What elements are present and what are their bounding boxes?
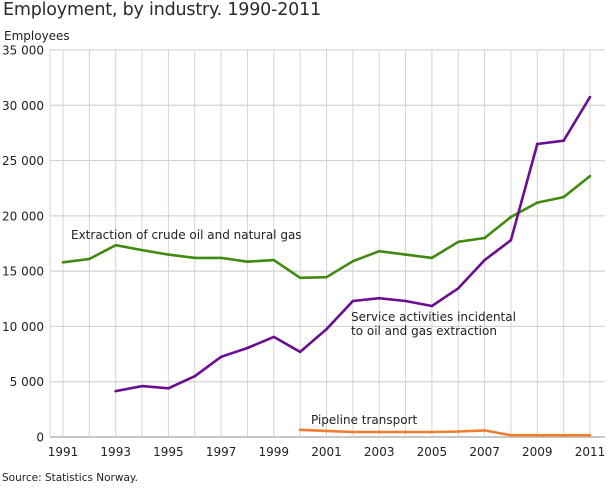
data-point <box>509 215 513 219</box>
y-axis-ticks: 0 5 000 10 000 15 000 20 000 25 000 30 000 35 0… <box>2 44 44 445</box>
x-tick-label: 1993 <box>100 445 131 459</box>
series-label: to oil and gas extraction <box>351 324 497 338</box>
data-point <box>325 429 328 433</box>
series-label: Extraction of crude oil and natural gas <box>71 228 302 242</box>
data-point <box>562 434 565 437</box>
x-tick-label: 2003 <box>364 445 395 459</box>
data-point <box>88 257 91 261</box>
data-point <box>193 256 197 260</box>
series-lines <box>61 95 592 437</box>
data-point <box>61 260 65 264</box>
data-point <box>430 430 434 434</box>
x-tick-label: 2011 <box>575 445 606 459</box>
x-axis-ticks: 1991 1993 1995 1997 1999 2001 2003 2005 2007 2009… <box>48 445 606 459</box>
data-point <box>404 299 407 303</box>
data-point <box>219 355 223 359</box>
x-tick-label: 1995 <box>153 445 184 459</box>
data-point <box>167 253 170 256</box>
y-tick-label: 15 000 <box>2 265 44 279</box>
grid <box>49 49 605 438</box>
data-point <box>114 389 117 393</box>
source-note: Source: Statistics Norway. <box>2 472 138 484</box>
x-tick-label: 2009 <box>522 445 553 459</box>
x-tick-label: 2005 <box>417 445 448 459</box>
x-tick-label: 2001 <box>311 445 342 459</box>
data-point <box>509 434 513 437</box>
series-line-2 <box>300 428 590 437</box>
data-point <box>246 346 249 350</box>
data-point <box>404 430 407 434</box>
data-point <box>536 142 539 146</box>
y-tick-label: 0 <box>36 431 44 445</box>
data-point <box>167 387 170 390</box>
data-point <box>351 430 355 434</box>
x-tick-label: 1997 <box>206 445 237 459</box>
data-point <box>298 276 302 280</box>
data-point <box>509 238 513 242</box>
data-point <box>456 240 460 244</box>
data-point <box>483 258 486 262</box>
data-point <box>140 248 144 252</box>
data-point <box>246 260 249 264</box>
data-point <box>483 236 486 240</box>
x-tick-label: 1999 <box>259 445 290 459</box>
data-point <box>272 258 276 262</box>
data-point <box>430 256 434 260</box>
data-point <box>588 434 592 437</box>
data-point <box>588 95 592 99</box>
data-point <box>588 174 592 178</box>
data-point <box>536 201 539 204</box>
y-tick-label: 10 000 <box>2 320 44 334</box>
data-point <box>325 275 328 279</box>
data-point <box>351 259 355 263</box>
data-point <box>562 139 565 142</box>
data-point <box>298 350 302 354</box>
data-point <box>114 243 117 247</box>
data-point <box>483 429 486 432</box>
data-point <box>456 430 460 433</box>
data-point <box>140 384 144 388</box>
data-point <box>193 374 197 378</box>
series-label: Pipeline transport <box>311 413 418 427</box>
data-point <box>430 304 434 308</box>
y-tick-label: 5 000 <box>10 375 44 389</box>
data-point <box>298 428 302 432</box>
y-tick-label: 30 000 <box>2 99 44 113</box>
data-point <box>351 299 355 303</box>
chart-title: Employment, by industry. 1990-2011 <box>3 0 321 20</box>
y-tick-label: 20 000 <box>2 209 44 223</box>
series-label: Service activities incidental <box>351 310 516 324</box>
data-point <box>325 327 328 331</box>
data-point <box>272 335 276 339</box>
data-point <box>456 286 460 290</box>
y-axis-label: Employees <box>4 29 70 43</box>
data-point <box>377 296 381 300</box>
data-point <box>377 249 381 253</box>
y-tick-label: 35 000 <box>2 44 44 58</box>
x-tick-label: 2007 <box>469 445 500 459</box>
y-tick-label: 25 000 <box>2 154 44 168</box>
data-point <box>404 253 407 256</box>
data-point <box>536 434 539 437</box>
data-point <box>377 430 381 434</box>
data-point <box>562 195 565 199</box>
series-labels: Extraction of crude oil and natural gas S… <box>71 228 516 427</box>
data-point <box>219 256 223 260</box>
x-tick-label: 1991 <box>48 445 79 459</box>
